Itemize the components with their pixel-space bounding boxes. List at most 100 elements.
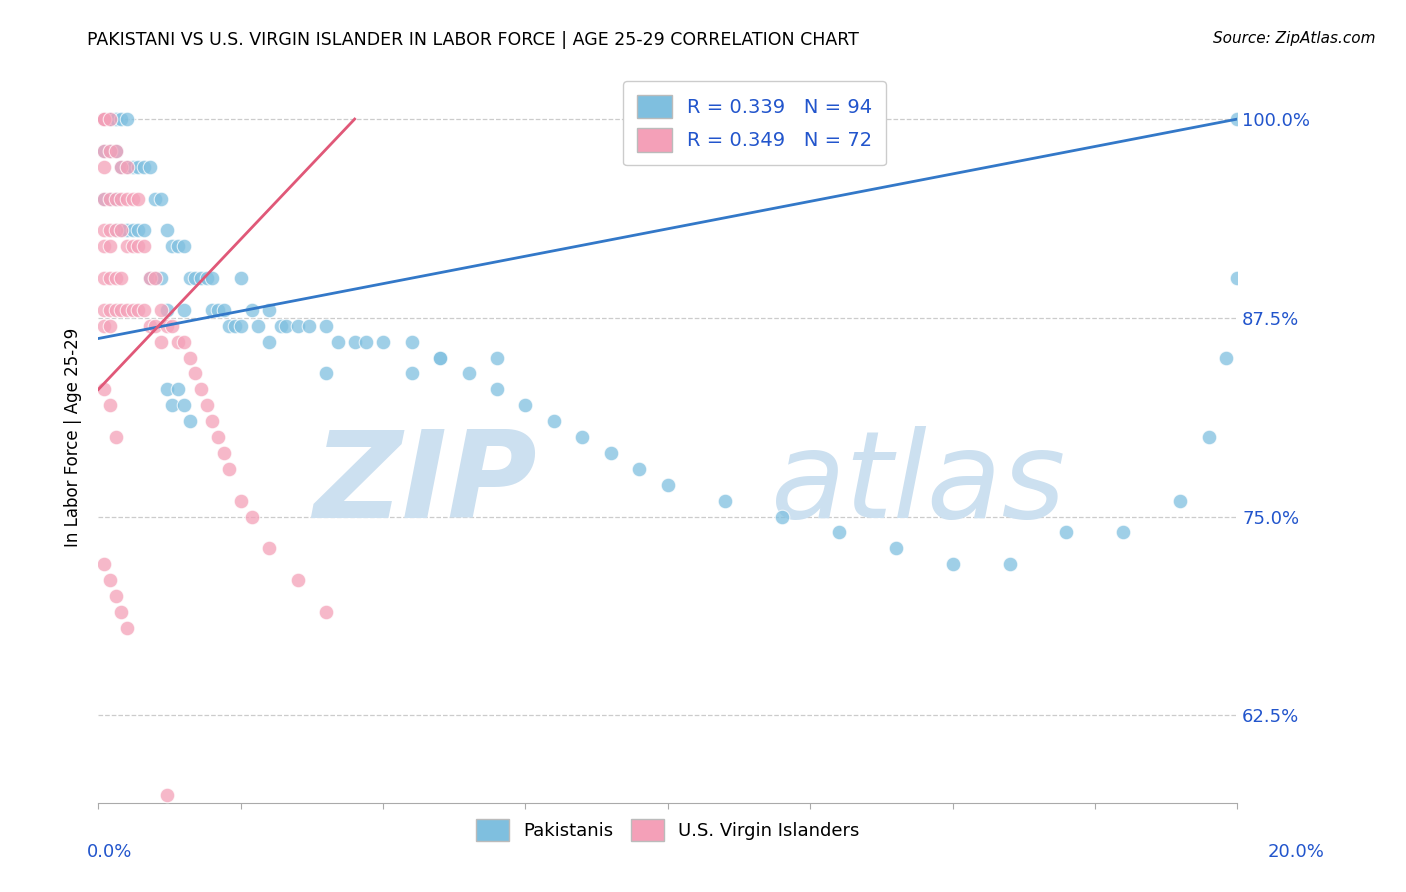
Point	[571, 430, 593, 444]
Point	[127, 223, 149, 237]
Point	[179, 351, 201, 365]
Text: ZIP: ZIP	[314, 426, 537, 543]
Point	[132, 239, 155, 253]
Point	[173, 334, 195, 349]
Point	[246, 318, 269, 333]
Point	[145, 271, 167, 285]
Point	[132, 160, 155, 174]
Point	[110, 160, 132, 174]
Point	[486, 351, 509, 365]
Text: 0.0%: 0.0%	[87, 843, 132, 861]
Point	[218, 318, 240, 333]
Point	[115, 160, 138, 174]
Point	[1170, 493, 1192, 508]
Point	[104, 192, 127, 206]
Point	[212, 446, 235, 460]
Point	[486, 383, 509, 397]
Point	[150, 271, 173, 285]
Point	[401, 367, 423, 381]
Point	[1226, 271, 1249, 285]
Point	[240, 509, 263, 524]
Point	[173, 302, 195, 317]
Point	[98, 112, 121, 126]
Point	[884, 541, 907, 556]
Point	[240, 302, 263, 317]
Point	[115, 112, 138, 126]
Point	[150, 334, 173, 349]
Point	[93, 192, 115, 206]
Point	[93, 144, 115, 158]
Point	[201, 271, 224, 285]
Point	[115, 621, 138, 635]
Point	[259, 302, 281, 317]
Point	[93, 302, 115, 317]
Point	[98, 271, 121, 285]
Point	[98, 144, 121, 158]
Point	[93, 558, 115, 572]
Point	[162, 239, 184, 253]
Point	[145, 192, 167, 206]
Point	[315, 367, 337, 381]
Point	[429, 351, 451, 365]
Point	[121, 302, 143, 317]
Point	[515, 398, 537, 412]
Point	[190, 383, 212, 397]
Point	[110, 160, 132, 174]
Point	[201, 302, 224, 317]
Point	[770, 509, 793, 524]
Point	[93, 223, 115, 237]
Point	[121, 239, 143, 253]
Point	[115, 239, 138, 253]
Point	[98, 573, 121, 587]
Point	[401, 334, 423, 349]
Point	[1056, 525, 1078, 540]
Point	[179, 414, 201, 428]
Point	[93, 192, 115, 206]
Point	[93, 112, 115, 126]
Point	[457, 367, 479, 381]
Point	[212, 302, 235, 317]
Point	[224, 318, 246, 333]
Point	[1112, 525, 1135, 540]
Point	[150, 192, 173, 206]
Point	[104, 144, 127, 158]
Point	[110, 302, 132, 317]
Point	[121, 160, 143, 174]
Point	[127, 302, 149, 317]
Point	[354, 334, 377, 349]
Point	[167, 383, 190, 397]
Point	[315, 605, 337, 619]
Point	[104, 112, 127, 126]
Point	[98, 112, 121, 126]
Point	[218, 462, 240, 476]
Point	[93, 318, 115, 333]
Point	[115, 302, 138, 317]
Point	[998, 558, 1021, 572]
Point	[93, 112, 115, 126]
Point	[315, 318, 337, 333]
Point	[98, 239, 121, 253]
Point	[104, 144, 127, 158]
Point	[167, 239, 190, 253]
Y-axis label: In Labor Force | Age 25-29: In Labor Force | Age 25-29	[65, 327, 83, 547]
Point	[162, 318, 184, 333]
Point	[132, 223, 155, 237]
Text: atlas: atlas	[770, 426, 1066, 543]
Point	[229, 318, 252, 333]
Point	[259, 541, 281, 556]
Point	[1215, 351, 1237, 365]
Point	[115, 160, 138, 174]
Text: 20.0%: 20.0%	[1268, 843, 1324, 861]
Point	[145, 271, 167, 285]
Point	[1198, 430, 1220, 444]
Point	[195, 271, 218, 285]
Point	[110, 112, 132, 126]
Point	[298, 318, 321, 333]
Point	[162, 398, 184, 412]
Point	[156, 302, 179, 317]
Point	[138, 318, 160, 333]
Point	[195, 398, 218, 412]
Point	[110, 223, 132, 237]
Point	[98, 223, 121, 237]
Point	[287, 318, 309, 333]
